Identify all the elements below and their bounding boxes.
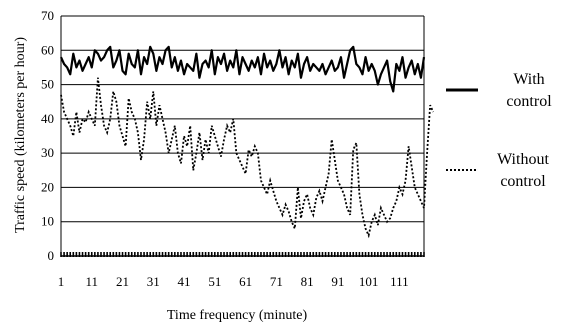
legend: With control Without control (446, 71, 552, 190)
series-lines (59, 45, 435, 239)
y-tick-label: 60 (41, 42, 54, 57)
x-axis-title: Time frequency (minute) (167, 308, 308, 323)
y-tick-label: 70 (41, 8, 54, 23)
y-tick-label: 40 (41, 111, 54, 126)
legend-entry-with-control: With control (446, 71, 552, 110)
x-tick-label: 81 (301, 274, 314, 289)
x-tick-label: 31 (147, 274, 160, 289)
legend-label-with-line1: With (513, 71, 544, 88)
y-tick-label: 30 (41, 145, 54, 160)
legend-entry-without-control: Without control (446, 151, 549, 190)
y-tick-label: 50 (41, 77, 54, 92)
x-tick-label: 61 (239, 274, 252, 289)
x-tick-label: 51 (208, 274, 221, 289)
legend-label-without-line2: control (500, 173, 546, 190)
y-tick-label: 10 (41, 214, 54, 229)
x-tick-label: 1 (58, 274, 65, 289)
axes (60, 16, 425, 257)
y-axis-title: Traffic speed (kilometers per hour) (13, 37, 28, 233)
x-tick-label: 111 (390, 274, 409, 289)
x-tick-label: 91 (331, 274, 344, 289)
legend-label-without-line1: Without (497, 151, 549, 168)
series-line-without-control (60, 77, 435, 239)
x-tick-label: 101 (359, 274, 379, 289)
x-tick-label: 71 (270, 274, 283, 289)
x-tick-label: 21 (116, 274, 129, 289)
x-tick-label: 41 (178, 274, 191, 289)
series-line-with-control (59, 45, 426, 93)
legend-label-with-line2: control (506, 93, 552, 110)
x-tick-label: 11 (85, 274, 98, 289)
y-tick-label: 20 (41, 179, 54, 194)
gridlines (61, 15, 424, 257)
y-tick-label: 0 (48, 248, 55, 263)
